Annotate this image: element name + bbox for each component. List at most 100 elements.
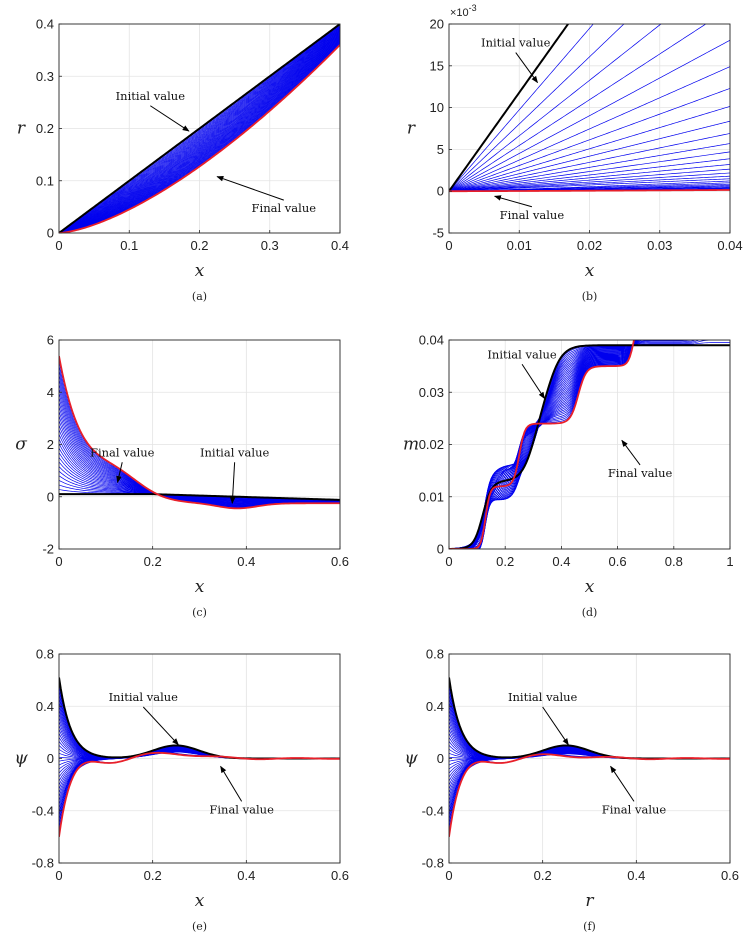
y-tick-label: 0 xyxy=(437,542,444,557)
series-initial xyxy=(59,493,340,501)
x-tick-label: 0.2 xyxy=(144,554,162,569)
series-intermediate xyxy=(449,340,635,549)
x-tick-label: 0.4 xyxy=(237,554,255,569)
y-axis-label: r xyxy=(407,119,416,139)
series-initial xyxy=(449,344,730,549)
series-intermediate xyxy=(449,340,635,549)
series-intermediate xyxy=(59,35,340,233)
series-intermediate xyxy=(449,340,635,549)
series-intermediate xyxy=(59,31,340,233)
y-tick-label: 0 xyxy=(437,184,444,199)
series-intermediate xyxy=(59,30,340,233)
panel-caption: (a) xyxy=(192,290,207,303)
series-intermediate xyxy=(449,340,636,549)
y-axis-label: ψ xyxy=(404,749,418,769)
series-intermediate xyxy=(59,751,340,814)
x-tick-label: 1 xyxy=(726,554,733,569)
y-tick-label: -0.8 xyxy=(32,856,54,871)
series-intermediate xyxy=(449,753,730,825)
series-intermediate xyxy=(449,340,636,549)
series-intermediate xyxy=(449,106,730,192)
panel-a: 0 0.1 0.2 0.3 0.4 0 0.1 0.2 0.3 0.4 x r (a) Initial v… xyxy=(17,17,349,304)
y-tick-label: 0.4 xyxy=(36,17,54,32)
series-intermediate xyxy=(449,24,594,192)
x-tick-label: 0 xyxy=(55,554,62,569)
annotation-arrow xyxy=(150,105,190,132)
y-tick-label: -0.4 xyxy=(422,803,444,818)
series-intermediate xyxy=(449,340,635,549)
series-initial xyxy=(449,24,570,192)
series-intermediate xyxy=(59,33,340,233)
annotation-arrow xyxy=(220,765,243,802)
series-intermediate xyxy=(59,689,340,759)
panel-caption: (b) xyxy=(582,290,598,303)
x-axis-label: r xyxy=(585,891,594,911)
series-intermediate xyxy=(449,24,625,192)
y-tick-label: 0.8 xyxy=(36,647,54,662)
plot-area xyxy=(449,24,730,193)
series-final xyxy=(449,753,730,838)
series-intermediate xyxy=(449,340,635,549)
x-tick-label: 0.2 xyxy=(534,868,552,883)
y-tick-label: 2 xyxy=(47,437,54,452)
series-intermediate xyxy=(59,28,340,233)
series-intermediate xyxy=(59,39,340,233)
series-final xyxy=(59,44,340,233)
series-intermediate xyxy=(449,689,730,759)
y-tick-label: 0 xyxy=(47,489,54,504)
series-intermediate xyxy=(59,37,340,233)
y-tick-label: -5 xyxy=(432,226,444,241)
series-intermediate xyxy=(449,340,636,549)
series-initial xyxy=(59,24,340,233)
series-intermediate xyxy=(59,35,340,233)
series-intermediate xyxy=(449,340,635,549)
plot-area xyxy=(449,340,730,549)
series-intermediate xyxy=(449,753,730,806)
series-intermediate xyxy=(59,36,340,233)
y-tick-label: -0.4 xyxy=(32,803,54,818)
series-intermediate xyxy=(449,120,730,192)
y-axis-label: ψ xyxy=(14,749,28,769)
panel-caption: (d) xyxy=(582,606,598,619)
series-intermediate xyxy=(59,34,340,233)
annotation-label: Final value xyxy=(209,802,274,816)
y-tick-label: 0.2 xyxy=(36,121,54,136)
series-intermediate xyxy=(449,340,636,549)
series-intermediate xyxy=(449,158,730,192)
panel-f: 0 0.2 0.4 0.6 -0.8 -0.4 0 0.4 0.8 r ψ (f) Initial va… xyxy=(404,647,739,934)
y-tick-label: 0 xyxy=(437,751,444,766)
series-intermediate xyxy=(59,424,340,503)
annotation-label: Initial value xyxy=(116,89,186,103)
series-final xyxy=(449,189,730,193)
series-final xyxy=(449,340,635,549)
series-intermediate xyxy=(59,750,340,782)
x-tick-label: 0 xyxy=(55,238,62,253)
y-tick-label: 10 xyxy=(430,100,444,115)
series-intermediate xyxy=(449,340,635,549)
annotation-label: Final value xyxy=(90,445,155,459)
y-tick-label: 0.03 xyxy=(419,385,444,400)
x-tick-label: 0.4 xyxy=(627,868,645,883)
panel-e: 0 0.2 0.4 0.6 -0.8 -0.4 0 0.4 0.8 x ψ (e) Initial va… xyxy=(14,647,349,934)
annotation-arrow xyxy=(542,706,569,746)
x-tick-label: 0.02 xyxy=(577,238,602,253)
annotation-arrow xyxy=(493,195,533,208)
series-intermediate xyxy=(449,340,635,549)
series-intermediate xyxy=(449,172,730,192)
y-tick-label: 0.04 xyxy=(419,333,444,348)
y-tick-label: 0.4 xyxy=(36,699,54,714)
series-final xyxy=(59,355,340,510)
annotation-label: Final value xyxy=(500,208,565,222)
x-axis-label: x xyxy=(195,261,205,281)
y-tick-label: 15 xyxy=(430,58,444,73)
series-intermediate xyxy=(449,340,635,549)
series-intermediate xyxy=(59,379,340,507)
series-intermediate xyxy=(59,752,340,833)
x-tick-label: 0.2 xyxy=(144,868,162,883)
series-intermediate xyxy=(59,27,340,233)
series-intermediate xyxy=(449,340,637,549)
x-axis-label: x xyxy=(195,891,205,911)
series-intermediate xyxy=(449,340,636,549)
